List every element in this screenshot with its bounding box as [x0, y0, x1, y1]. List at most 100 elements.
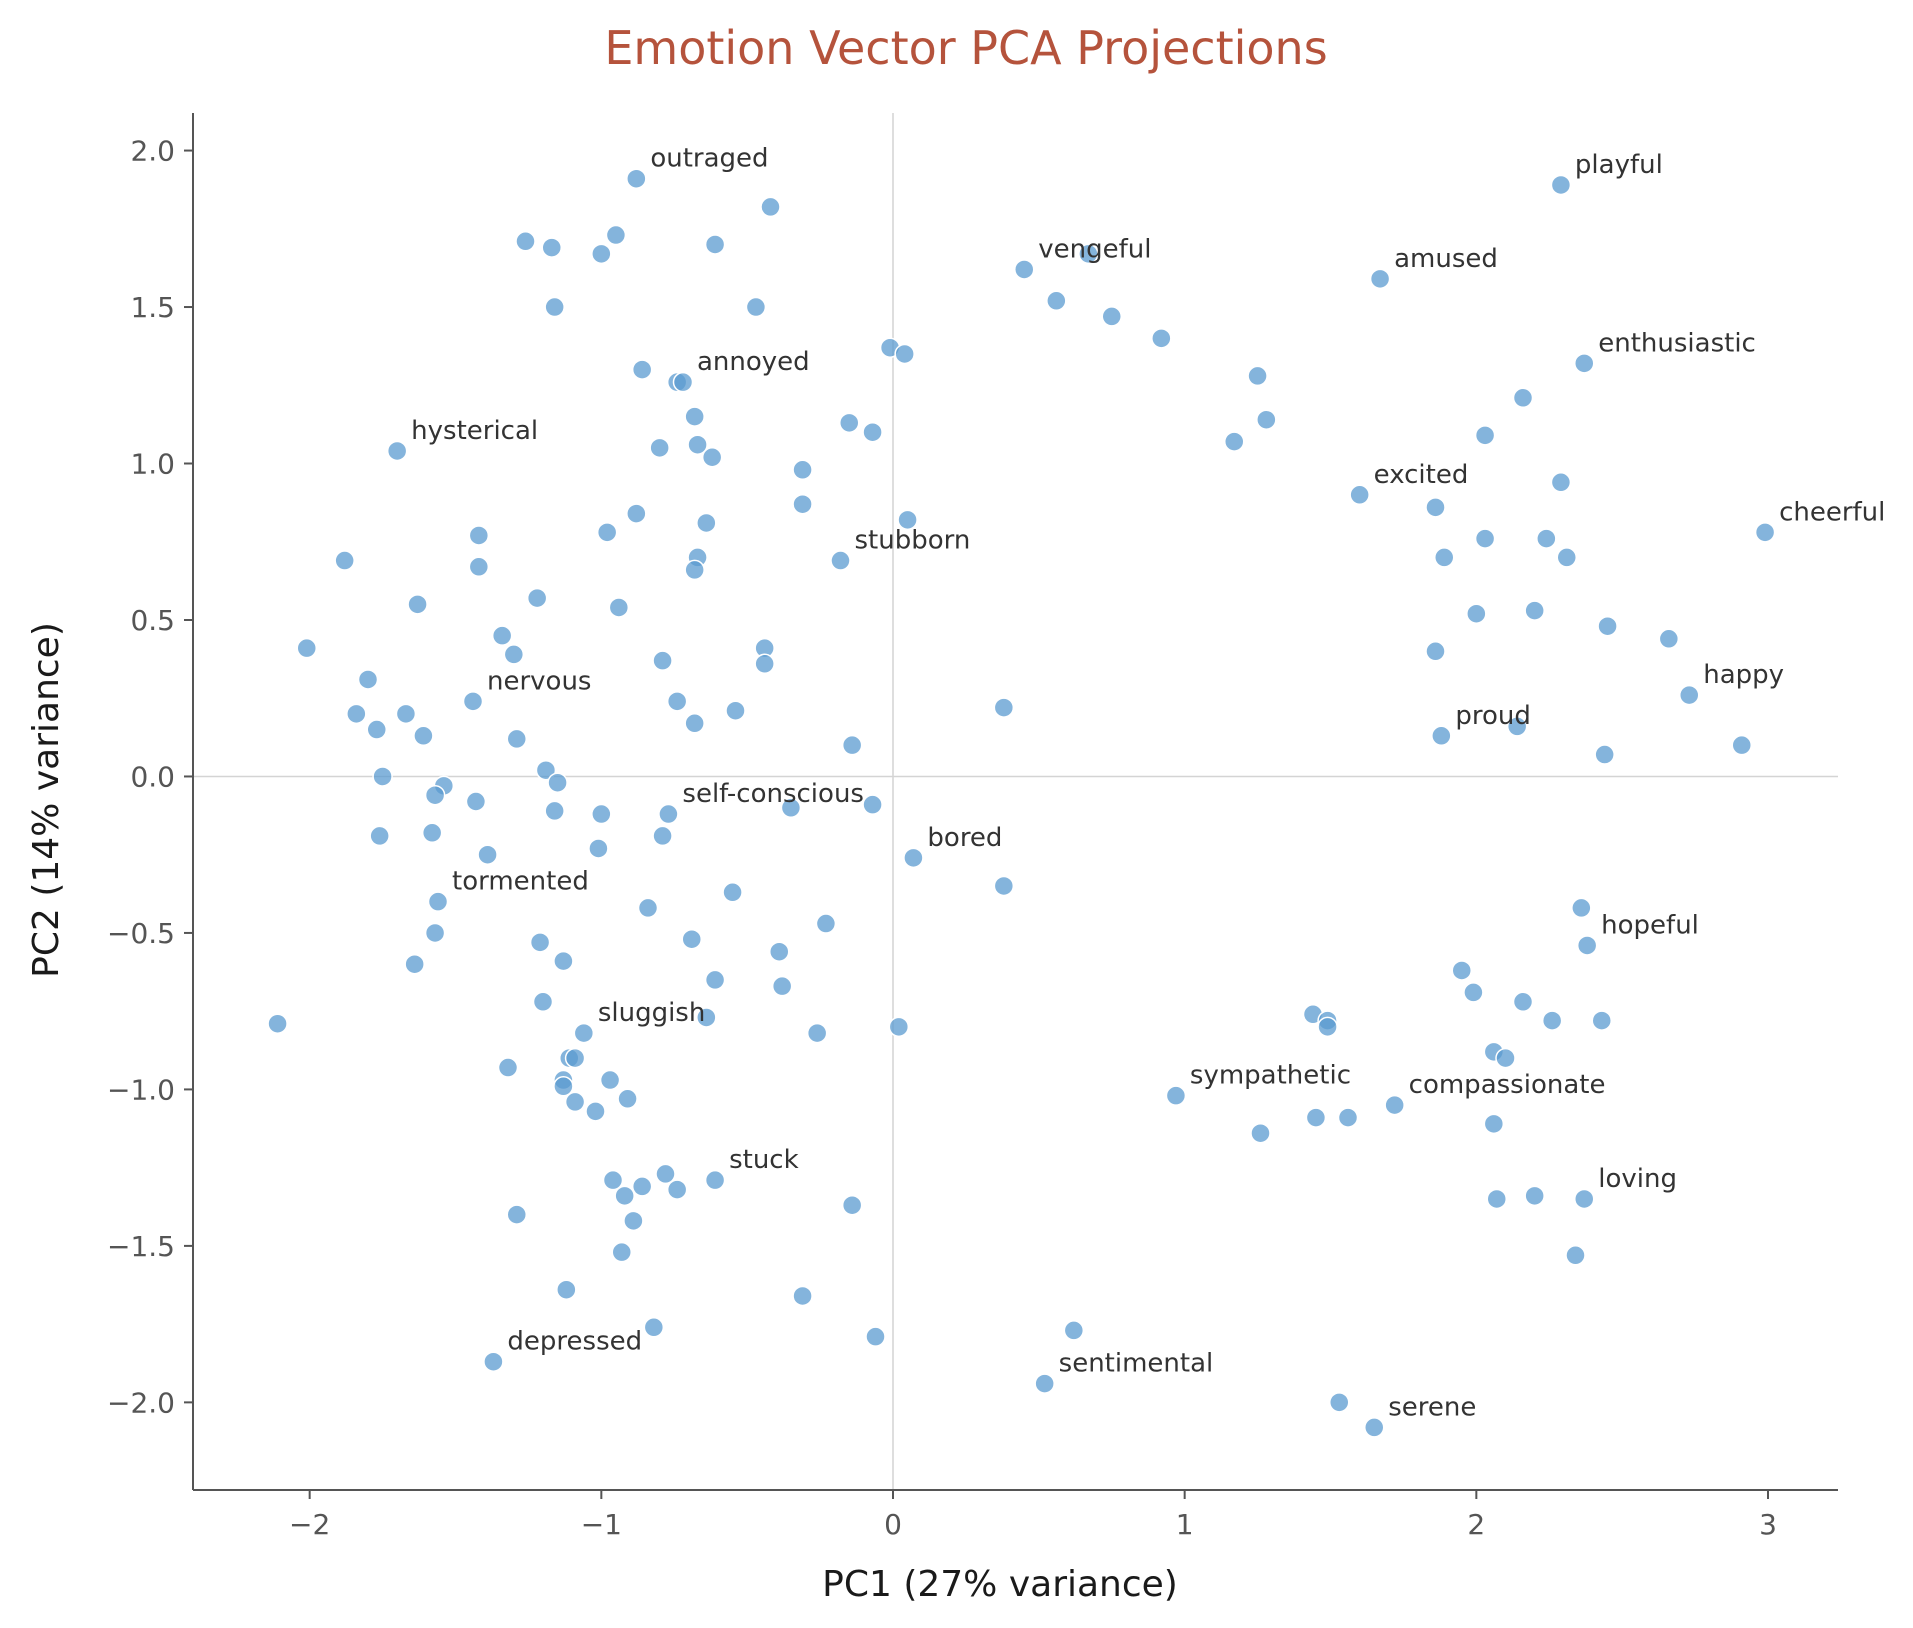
data-point [491, 625, 513, 646]
data-point-stubborn [830, 550, 851, 571]
y-tick-label: −2.0 [107, 1386, 175, 1419]
data-point [465, 791, 487, 812]
data-point [535, 759, 557, 781]
y-tick-label: 0.5 [130, 604, 175, 637]
data-point [862, 794, 883, 815]
data-point [684, 713, 705, 734]
data-point [547, 772, 568, 793]
x-tick-label: 2 [1467, 1508, 1485, 1541]
data-point [1305, 1107, 1327, 1128]
data-point-playful [1550, 174, 1572, 196]
point-label-compassionate: compassionate [1409, 1070, 1606, 1100]
data-point [631, 359, 653, 380]
data-point [506, 1204, 527, 1225]
data-point [1658, 628, 1680, 650]
data-point [1591, 1010, 1612, 1031]
x-axis-label: PC1 (27% variance) [822, 1564, 1178, 1605]
data-point-loving [1574, 1188, 1595, 1210]
data-point [725, 700, 746, 721]
data-point [556, 1279, 577, 1300]
data-point [602, 1169, 624, 1191]
data-point [267, 1013, 288, 1034]
data-point [696, 512, 717, 534]
data-point [395, 703, 417, 725]
data-point [334, 550, 355, 571]
data-point [421, 822, 443, 844]
data-point [1495, 1047, 1516, 1069]
x-tick-label: −2 [289, 1508, 330, 1541]
data-point [1256, 409, 1277, 430]
data-point [666, 1179, 688, 1200]
data-point [815, 913, 837, 934]
data-point [1151, 328, 1172, 349]
data-point [626, 503, 647, 524]
data-point [515, 231, 536, 252]
data-point [623, 1210, 644, 1232]
data-point [1597, 615, 1618, 637]
data-point [1512, 991, 1534, 1013]
data-point [1317, 1016, 1338, 1038]
data-point [769, 941, 790, 962]
x-tick-label: 3 [1759, 1508, 1777, 1541]
data-point-tormented [427, 891, 449, 912]
data-point [506, 728, 527, 750]
data-point [1078, 243, 1099, 265]
data-point-compassionate [1384, 1094, 1405, 1116]
data-point [754, 653, 775, 675]
data-point [1224, 431, 1245, 452]
data-point [553, 1076, 574, 1097]
data-point-enthusiastic [1574, 353, 1595, 374]
data-point [1731, 734, 1752, 756]
data-point [649, 437, 670, 459]
x-tick-label: −1 [581, 1508, 622, 1541]
data-point [541, 237, 562, 258]
y-tick-label: −1.0 [107, 1073, 175, 1106]
data-point [631, 1176, 653, 1197]
data-point [497, 1057, 519, 1078]
data-point [704, 234, 726, 255]
data-point [1434, 547, 1455, 568]
data-point [862, 421, 883, 443]
data-point [1063, 1320, 1085, 1341]
x-tick-label: 0 [884, 1508, 902, 1541]
data-point [1483, 1113, 1505, 1135]
data-point [687, 434, 708, 455]
data-point [1425, 641, 1446, 662]
y-tick-label: 1.0 [130, 448, 175, 481]
data-point [792, 1285, 813, 1307]
point-label-hysterical: hysterical [411, 416, 538, 446]
data-point [585, 1101, 606, 1122]
data-point [424, 784, 446, 806]
data-point-self-conscious [658, 803, 679, 825]
point-label-amused: amused [1394, 244, 1498, 274]
data-point [655, 1163, 676, 1185]
data-point [529, 932, 551, 953]
point-label-annoyed: annoyed [697, 347, 810, 377]
data-point-annoyed [672, 371, 694, 393]
data-point [296, 637, 317, 659]
data-point [993, 697, 1015, 718]
data-point [596, 522, 618, 543]
point-label-tormented: tormented [452, 867, 589, 897]
data-point-happy [1679, 684, 1700, 706]
point-label-nervous: nervous [487, 666, 591, 696]
data-point [553, 950, 574, 972]
data-point [544, 296, 565, 318]
point-label-excited: excited [1374, 460, 1469, 490]
data-point-sympathetic [1165, 1085, 1187, 1106]
data-point [544, 800, 565, 822]
data-point [1541, 1010, 1563, 1031]
data-point [614, 1185, 635, 1207]
data-point [1425, 497, 1446, 518]
data-point [1550, 472, 1572, 493]
y-tick-label: 1.5 [130, 291, 175, 324]
data-point [404, 953, 425, 975]
point-label-sluggish: sluggish [598, 998, 706, 1028]
data-point [1556, 547, 1577, 568]
data-point [346, 703, 367, 725]
data-point [993, 875, 1015, 897]
data-point [477, 844, 498, 865]
point-label-proud: proud [1455, 701, 1531, 731]
data-point [652, 825, 673, 847]
x-axis-ticks: −2 −1 0 1 2 3 [289, 1490, 1777, 1541]
